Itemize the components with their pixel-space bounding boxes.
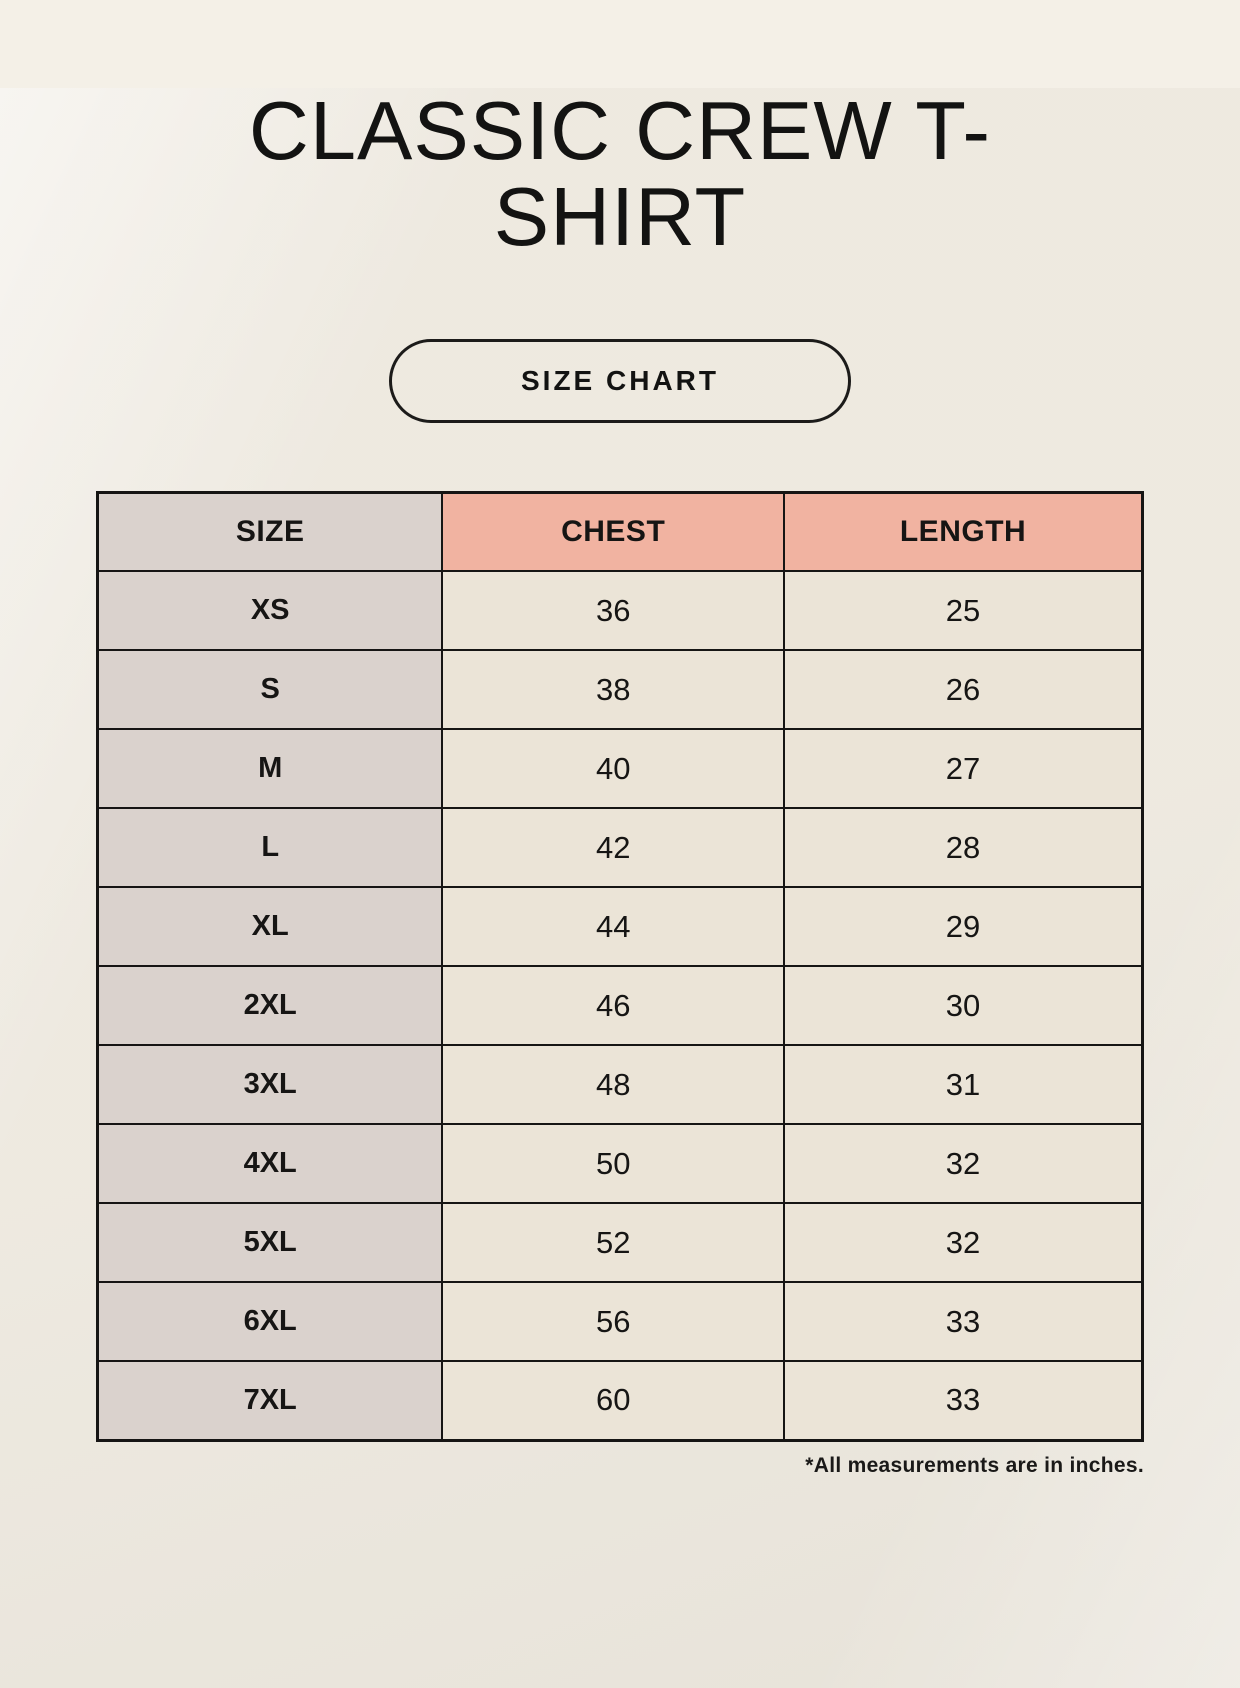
size-chart-table-container: SIZE CHEST LENGTH XS 36 25 S 38 26 M 40 27 L 42 28 X… xyxy=(96,490,1144,1442)
length-cell: 25 xyxy=(783,570,1144,652)
column-header-chest: CHEST xyxy=(441,491,786,573)
length-cell: 29 xyxy=(783,886,1144,968)
size-cell: 4XL xyxy=(96,1123,444,1205)
chest-cell: 48 xyxy=(441,1044,786,1126)
length-cell: 32 xyxy=(783,1202,1144,1284)
chest-cell: 60 xyxy=(441,1360,786,1442)
table-row: 2XL 46 30 xyxy=(96,965,1144,1047)
measurements-footnote: *All measurements are in inches. xyxy=(805,1453,1144,1477)
table-row: 3XL 48 31 xyxy=(96,1044,1144,1126)
size-chart-poster: CLASSIC CREW T-SHIRT SIZE CHART SIZE CHE… xyxy=(0,84,1240,1688)
size-cell: 5XL xyxy=(96,1202,444,1284)
length-cell: 33 xyxy=(783,1281,1144,1363)
table-row: M 40 27 xyxy=(96,728,1144,810)
chest-cell: 46 xyxy=(441,965,786,1047)
header-row: SIZE CHEST LENGTH xyxy=(96,491,1144,573)
length-cell: 31 xyxy=(783,1044,1144,1126)
chest-cell: 38 xyxy=(441,649,786,731)
chest-cell: 52 xyxy=(441,1202,786,1284)
length-cell: 32 xyxy=(783,1123,1144,1205)
size-chart-button[interactable]: SIZE CHART xyxy=(389,338,851,423)
chest-cell: 36 xyxy=(441,570,786,652)
table-row: XL 44 29 xyxy=(96,886,1144,968)
column-header-size: SIZE xyxy=(96,491,444,573)
size-cell: XS xyxy=(96,570,444,652)
table-row: 6XL 56 33 xyxy=(96,1281,1144,1363)
badge-row: SIZE CHART xyxy=(0,338,1240,423)
chest-cell: 40 xyxy=(441,728,786,810)
chest-cell: 42 xyxy=(441,807,786,889)
table-row: 4XL 50 32 xyxy=(96,1123,1144,1205)
table-row: XS 36 25 xyxy=(96,570,1144,652)
chest-cell: 50 xyxy=(441,1123,786,1205)
chest-cell: 44 xyxy=(441,886,786,968)
length-cell: 30 xyxy=(783,965,1144,1047)
size-cell: M xyxy=(96,728,444,810)
chest-cell: 56 xyxy=(441,1281,786,1363)
size-cell: L xyxy=(96,807,444,889)
table-row: 7XL 60 33 xyxy=(96,1360,1144,1442)
length-cell: 27 xyxy=(783,728,1144,810)
size-cell: 6XL xyxy=(96,1281,444,1363)
size-cell: 2XL xyxy=(96,965,444,1047)
size-cell: XL xyxy=(96,886,444,968)
length-cell: 26 xyxy=(783,649,1144,731)
table-row: S 38 26 xyxy=(96,649,1144,731)
column-header-length: LENGTH xyxy=(783,491,1144,573)
size-cell: 7XL xyxy=(96,1360,444,1442)
length-cell: 33 xyxy=(783,1360,1144,1442)
page-title: CLASSIC CREW T-SHIRT xyxy=(248,84,992,264)
table-row: 5XL 52 32 xyxy=(96,1202,1144,1284)
size-cell: 3XL xyxy=(96,1044,444,1126)
size-chart-table: SIZE CHEST LENGTH XS 36 25 S 38 26 M 40 27 L 42 28 X… xyxy=(96,490,1144,1442)
table-row: L 42 28 xyxy=(96,807,1144,889)
length-cell: 28 xyxy=(783,807,1144,889)
size-cell: S xyxy=(96,649,444,731)
